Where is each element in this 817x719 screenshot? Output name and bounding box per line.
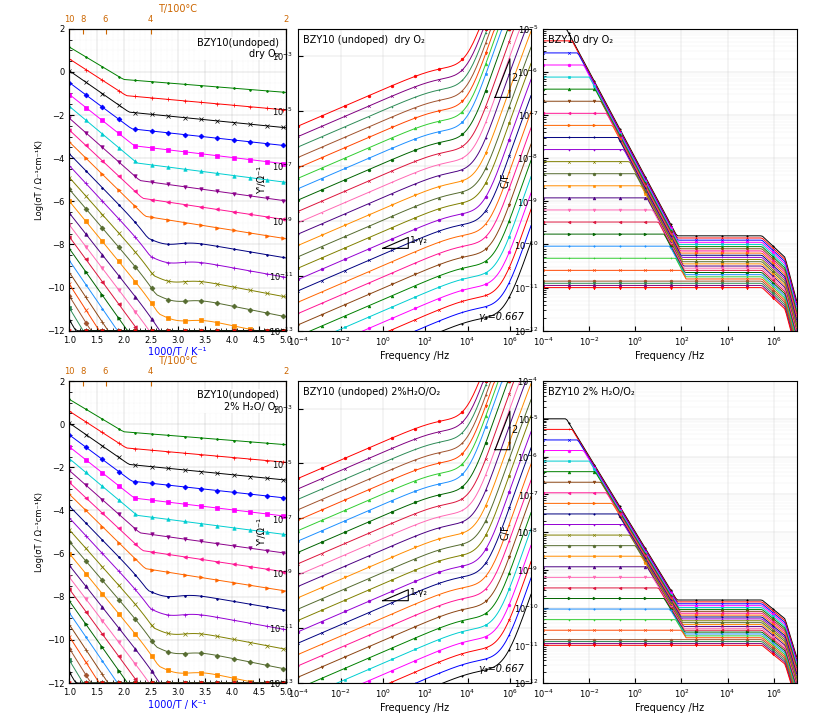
X-axis label: Frequency /Hz: Frequency /Hz [636,351,704,361]
X-axis label: Frequency /Hz: Frequency /Hz [636,703,704,713]
Text: BZY10 2% H₂O/O₂: BZY10 2% H₂O/O₂ [548,387,635,397]
Text: 2: 2 [511,73,517,83]
Y-axis label: C/F: C/F [501,524,511,540]
Text: γ₂=0.667: γ₂=0.667 [478,664,524,674]
X-axis label: Frequency /Hz: Frequency /Hz [380,703,449,713]
Y-axis label: Y'∕Ω⁻¹: Y'∕Ω⁻¹ [256,166,266,193]
X-axis label: Frequency /Hz: Frequency /Hz [380,351,449,361]
Text: 1-γ₂: 1-γ₂ [410,588,428,597]
X-axis label: 1000/T / K⁻¹: 1000/T / K⁻¹ [149,347,207,357]
Text: BZY10(undoped)
dry O₂: BZY10(undoped) dry O₂ [198,38,279,60]
Y-axis label: Log(σT / Ω⁻¹cm⁻¹K): Log(σT / Ω⁻¹cm⁻¹K) [35,492,44,572]
Text: γ₂=0.667: γ₂=0.667 [478,311,524,321]
Text: BZY10 (undoped) 2%H₂O/O₂: BZY10 (undoped) 2%H₂O/O₂ [303,387,440,397]
X-axis label: T/100°C: T/100°C [158,4,197,14]
Text: BZY10(undoped)
2% H₂O/ O₂: BZY10(undoped) 2% H₂O/ O₂ [198,390,279,412]
X-axis label: 1000/T / K⁻¹: 1000/T / K⁻¹ [149,700,207,710]
Text: BZY10 (undoped)  dry O₂: BZY10 (undoped) dry O₂ [303,35,425,45]
Text: 1-γ₂: 1-γ₂ [410,236,428,244]
Y-axis label: C/F: C/F [501,172,511,188]
Text: 2: 2 [511,426,517,436]
X-axis label: T/100°C: T/100°C [158,357,197,367]
Text: BZY10 dry O₂: BZY10 dry O₂ [548,35,614,45]
Y-axis label: Log(σT / Ω⁻¹cm⁻¹K): Log(σT / Ω⁻¹cm⁻¹K) [35,139,44,220]
Y-axis label: Y'∕Ω⁻¹: Y'∕Ω⁻¹ [256,518,266,546]
